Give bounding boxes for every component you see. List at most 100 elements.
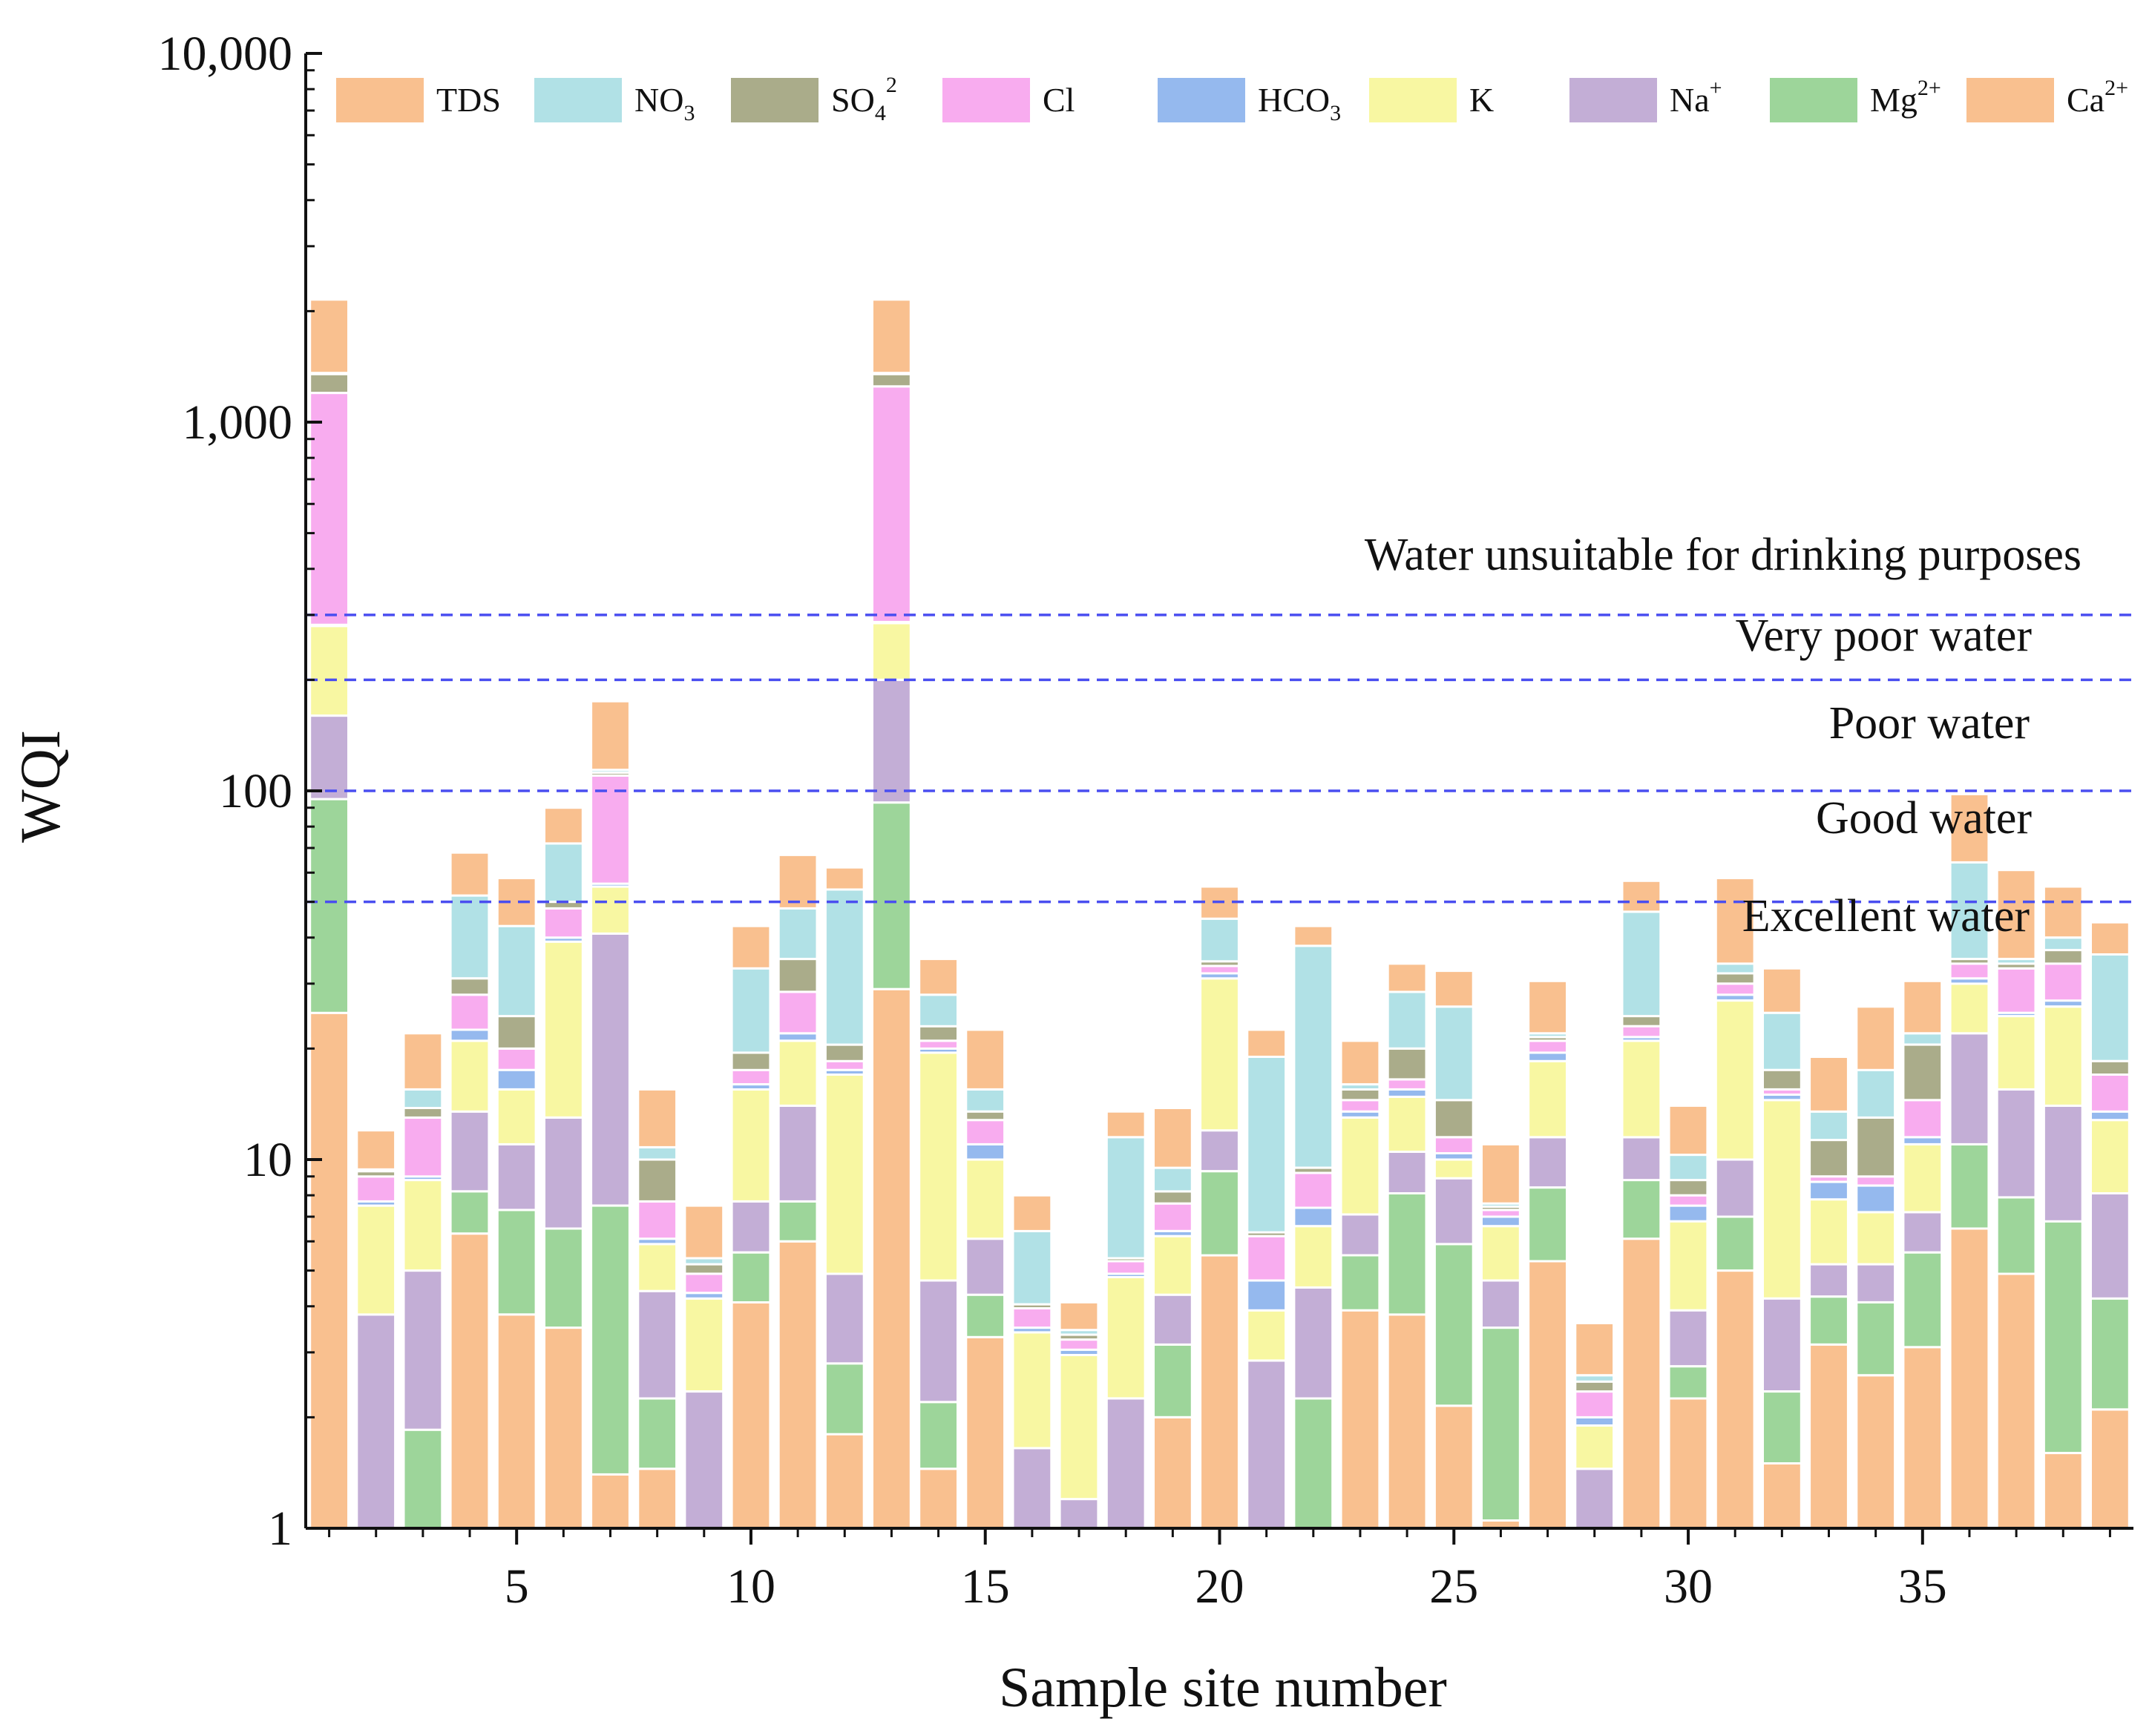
segment-cl-site-37 [1995,967,2037,1014]
segment-ca-site-10 [730,1301,772,1530]
segment-tds-site-39 [2090,921,2130,956]
segment-na-site-39 [2090,1192,2130,1300]
segment-mg-site-38 [2042,1220,2084,1454]
segment-na-site-4 [449,1110,491,1193]
bar-site-3 [402,1032,444,1530]
x-tick-label: 35 [1898,1559,1947,1614]
segment-k-site-12 [824,1074,865,1275]
segment-no3-site-21 [1246,1056,1287,1234]
segment-cl-site-23 [1339,1099,1381,1113]
segment-so4-site-15 [965,1110,1006,1122]
threshold-lines: Excellent water Good water Poor water Very … [306,530,2133,941]
segment-no3-site-34 [1855,1068,1897,1119]
segment-tds-site-8 [637,1088,678,1148]
segment-cl-site-4 [449,993,491,1031]
segment-na-site-19 [1152,1293,1193,1346]
segment-hco3-site-27 [1527,1051,1568,1062]
segment-ca-site-30 [1667,1397,1709,1530]
segment-ca-site-13 [871,987,912,1530]
segment-k-site-6 [543,940,584,1119]
segment-ca-site-23 [1339,1309,1381,1530]
segment-k-site-4 [449,1039,491,1113]
segment-k-site-9 [683,1297,725,1393]
segment-mg-site-6 [543,1227,584,1329]
segment-ca-site-8 [637,1467,678,1530]
segment-tds-site-10 [730,924,772,970]
segment-k-site-25 [1433,1158,1474,1180]
segment-tds-site-12 [824,866,865,891]
segment-na-site-18 [1105,1397,1146,1530]
bar-site-24 [1386,962,1428,1530]
segment-tds-site-34 [1855,1005,1897,1071]
legend-label-ca: Ca2+ [2067,76,2128,119]
segment-mg-site-22 [1293,1397,1334,1530]
segment-k-site-17 [1058,1354,1100,1501]
segment-no3-site-19 [1152,1166,1193,1193]
segment-na-site-34 [1855,1263,1897,1303]
segment-cl-site-31 [1714,982,1756,996]
segment-mg-site-34 [1855,1301,1897,1377]
segment-mg-site-26 [1480,1326,1521,1522]
segment-no3-site-8 [637,1145,678,1161]
segment-so4-site-14 [918,1025,959,1042]
segment-k-site-20 [1199,977,1240,1132]
segment-cl-site-21 [1246,1234,1287,1282]
segment-so4-site-13 [871,372,912,388]
segment-mg-site-31 [1714,1215,1756,1272]
segment-no3-site-3 [402,1088,444,1110]
bar-site-33 [1808,1056,1849,1530]
segment-cl-site-11 [777,990,819,1035]
segment-na-site-11 [777,1104,819,1203]
segment-cl-site-39 [2090,1074,2130,1113]
axes-layer: 1 10 100 1,000 10,000 5 10 15 20 25 30 35 [158,27,2133,1614]
segment-na-site-2 [355,1313,397,1530]
bar-site-15 [965,1028,1006,1530]
segment-k-site-19 [1152,1234,1193,1296]
segment-na-site-30 [1667,1309,1709,1368]
legend-swatch-ca [1966,78,2054,122]
bar-site-34 [1855,1005,1897,1530]
segment-mg-site-3 [402,1428,444,1530]
threshold-label-5: Water unsuitable for drinking purposes [1365,530,2082,580]
segment-na-site-5 [496,1142,537,1211]
bar-site-39 [2090,921,2130,1530]
segment-k-site-29 [1621,1039,1662,1139]
segment-cl-site-30 [1667,1194,1709,1207]
x-tick-label: 10 [726,1559,775,1614]
segment-cl-site-8 [637,1200,678,1240]
segment-no3-site-38 [2042,936,2084,952]
segment-tds-site-15 [965,1028,1006,1091]
segment-tds-site-30 [1667,1104,1709,1157]
segment-tds-site-11 [777,853,819,910]
segment-mg-site-37 [1995,1196,2037,1275]
segment-cl-site-14 [918,1039,959,1050]
segment-mg-site-33 [1808,1295,1849,1346]
segment-so4-site-33 [1808,1139,1849,1178]
segment-mg-site-23 [1339,1254,1381,1312]
segment-no3-site-14 [918,993,959,1028]
segment-na-site-10 [730,1200,772,1254]
segment-so4-site-1 [309,372,350,395]
segment-no3-site-12 [824,888,865,1046]
legend-swatch-na [1569,78,1657,122]
segment-na-site-13 [871,678,912,804]
segment-mg-site-30 [1667,1365,1709,1400]
segment-mg-site-29 [1621,1179,1662,1240]
segment-mg-site-19 [1152,1343,1193,1418]
segment-na-site-20 [1199,1129,1240,1173]
segment-mg-site-10 [730,1251,772,1303]
segment-ca-site-29 [1621,1237,1662,1530]
segment-so4-site-31 [1714,972,1756,985]
legend-label-mg: Mg2+ [1870,76,1941,119]
segment-so4-site-5 [496,1015,537,1050]
segment-mg-site-25 [1433,1243,1474,1407]
segment-so4-site-28 [1574,1380,1615,1393]
segment-hco3-site-11 [777,1032,819,1042]
segment-tds-site-18 [1105,1110,1146,1139]
segment-mg-site-11 [777,1200,819,1243]
segment-hco3-site-4 [449,1028,491,1042]
segment-cl-site-24 [1386,1078,1428,1091]
threshold-label-4: Very poor water [1736,611,2033,661]
segment-cl-site-38 [2042,962,2084,1002]
segment-cl-site-5 [496,1047,537,1071]
